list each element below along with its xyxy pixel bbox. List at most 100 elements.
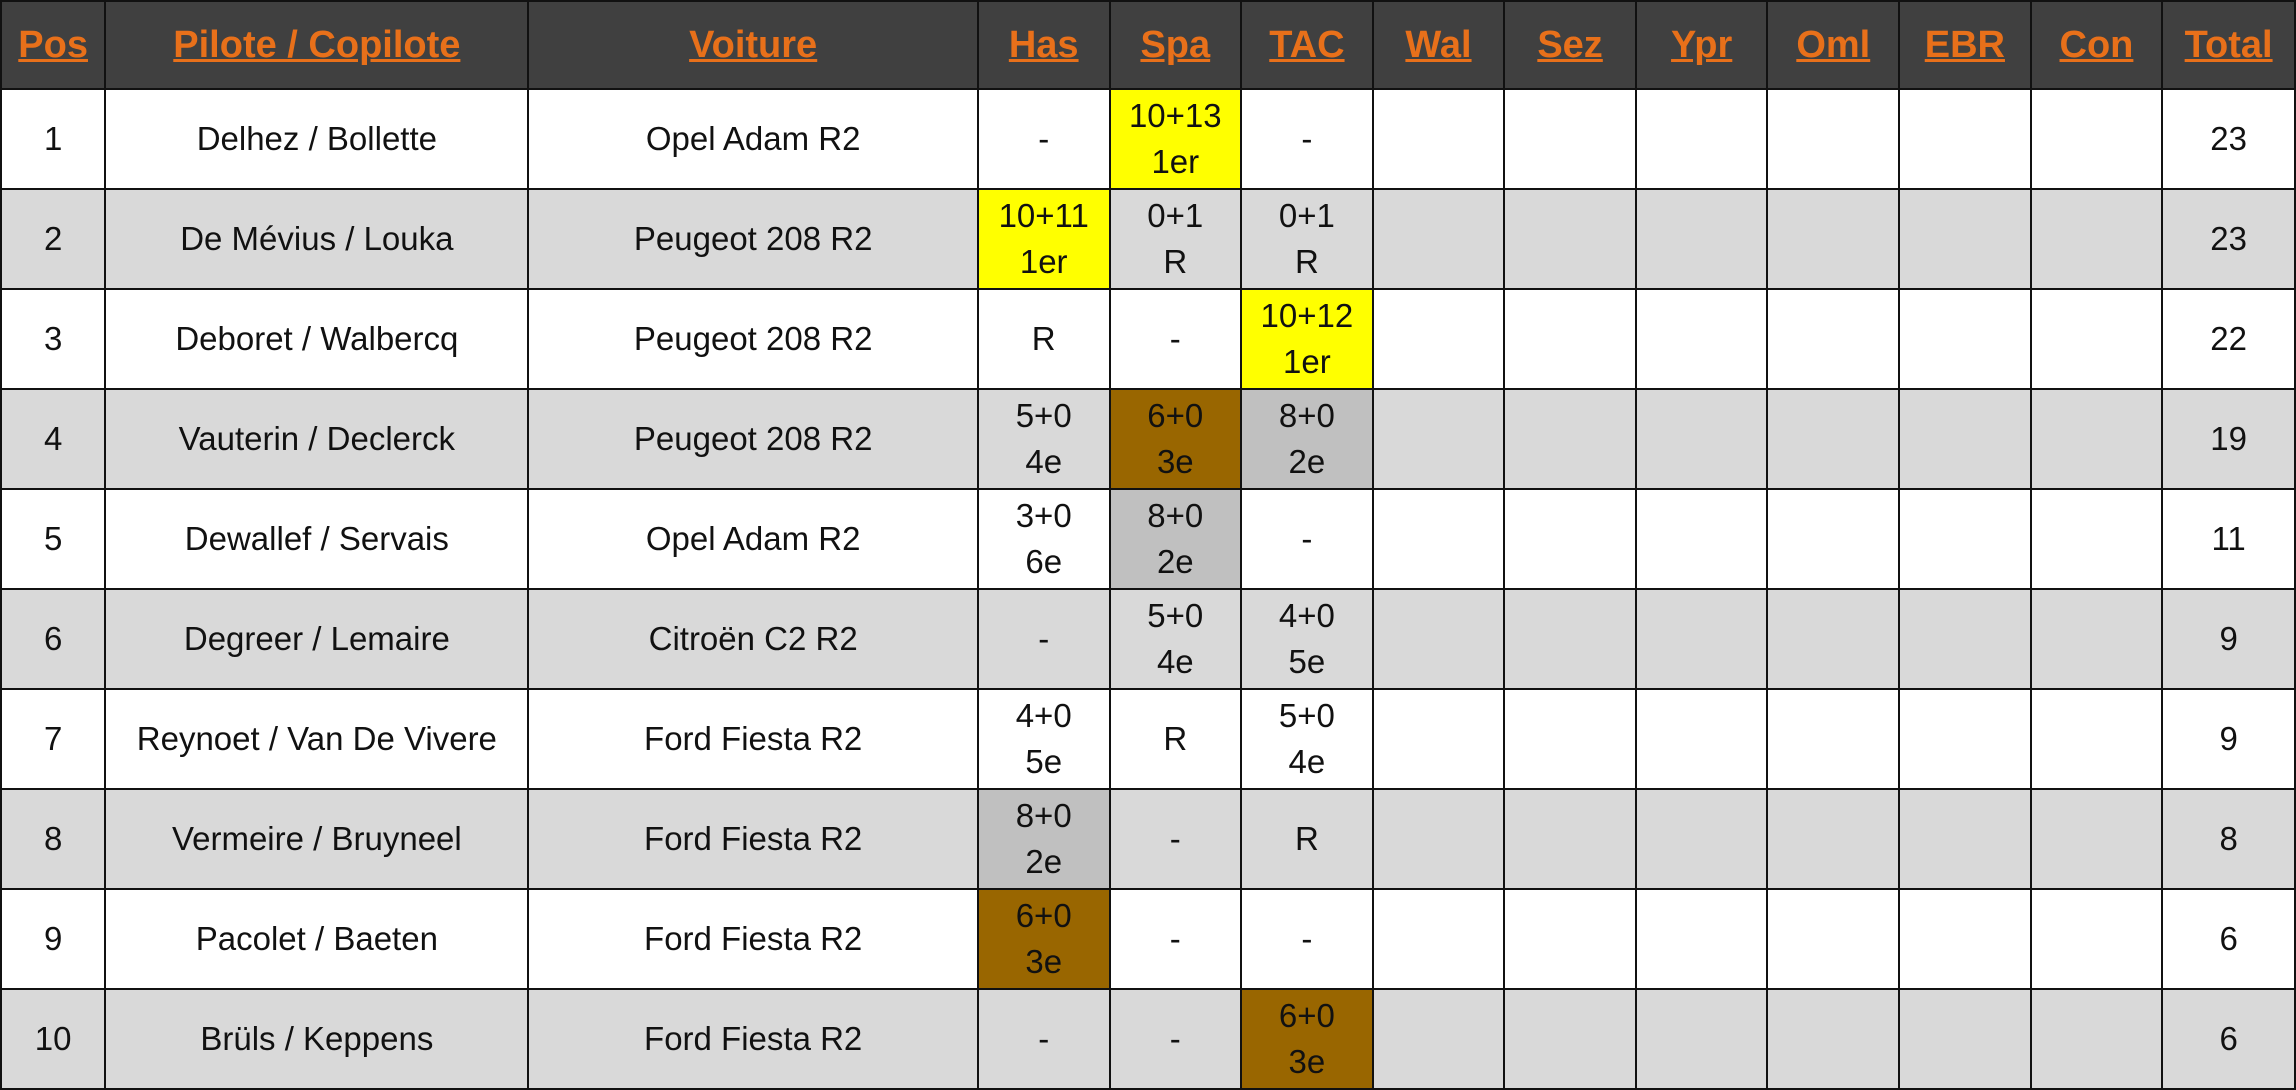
result-cell-tac: 4+0 5e: [1240, 588, 1374, 690]
result-cell-has: 3+0 6e: [976, 488, 1111, 590]
crew-cell: Vauterin / Declerck: [104, 388, 530, 490]
result-cell-tac: -: [1240, 88, 1374, 190]
result-points: 0+1: [1278, 197, 1335, 234]
result-rank: 3e: [1025, 943, 1063, 980]
result-cell-oml: [1766, 488, 1901, 590]
position-cell: 6: [0, 588, 107, 690]
total-cell: 6: [2161, 888, 2296, 990]
result-cell-has: -: [976, 988, 1111, 1090]
car-cell: Ford Fiesta R2: [527, 788, 979, 890]
total-cell: 23: [2161, 188, 2296, 290]
result-cell-ebr: [1898, 88, 2032, 190]
result-rank: 5e: [1288, 643, 1326, 680]
column-header-tac[interactable]: TAC: [1240, 0, 1374, 90]
column-header-crew[interactable]: Pilote / Copilote: [104, 0, 530, 90]
result-cell-ypr: [1634, 488, 1769, 590]
result-points: 8+0: [1278, 397, 1335, 434]
result-cell-has: 4+0 5e: [976, 688, 1111, 790]
result-cell-sez: [1503, 888, 1637, 990]
result-cell-sez: [1503, 288, 1637, 390]
crew-cell: Brüls / Keppens: [104, 988, 530, 1090]
result-cell-spa: -: [1108, 888, 1243, 990]
result-cell-con: [2029, 988, 2164, 1090]
car-cell: Opel Adam R2: [527, 488, 979, 590]
result-cell-spa: 0+1 R: [1108, 188, 1243, 290]
result-cell-ypr: [1634, 288, 1769, 390]
result-cell-ebr: [1898, 888, 2032, 990]
result-cell-sez: [1503, 188, 1637, 290]
column-header-sez[interactable]: Sez: [1503, 0, 1637, 90]
result-rank: 4e: [1156, 643, 1194, 680]
position-cell: 9: [0, 888, 107, 990]
table-header: Pos Pilote / Copilote Voiture Has Spa TAC Wal S…: [0, 0, 2296, 90]
result-cell-ebr: [1898, 188, 2032, 290]
result-cell-wal: [1371, 188, 1506, 290]
position-cell: 3: [0, 288, 107, 390]
table-row: 6 Degreer / Lemaire Citroën C2 R2-5+0 4e 4+0…: [0, 588, 2296, 690]
result-rank: 2e: [1025, 843, 1063, 880]
column-header-wal[interactable]: Wal: [1371, 0, 1506, 90]
result-points: 10+13: [1128, 97, 1222, 134]
column-header-total[interactable]: Total: [2161, 0, 2296, 90]
result-cell-ypr: [1634, 788, 1769, 890]
result-cell-con: [2029, 288, 2164, 390]
position-cell: 10: [0, 988, 107, 1090]
result-points: 5+0: [1147, 597, 1204, 634]
result-cell-ypr: [1634, 388, 1769, 490]
result-cell-wal: [1371, 788, 1506, 890]
result-cell-wal: [1371, 488, 1506, 590]
car-cell: Peugeot 208 R2: [527, 288, 979, 390]
result-cell-wal: [1371, 688, 1506, 790]
table-row: 7 Reynoet / Van De Vivere Ford Fiesta R2 4+…: [0, 688, 2296, 790]
result-cell-oml: [1766, 288, 1901, 390]
header-row: Pos Pilote / Copilote Voiture Has Spa TAC Wal S…: [0, 0, 2296, 90]
column-header-spa[interactable]: Spa: [1108, 0, 1243, 90]
result-points: -: [1301, 920, 1313, 957]
car-cell: Citroën C2 R2: [527, 588, 979, 690]
position-cell: 5: [0, 488, 107, 590]
crew-cell: Reynoet / Van De Vivere: [104, 688, 530, 790]
column-header-ypr[interactable]: Ypr: [1634, 0, 1769, 90]
result-cell-has: 6+0 3e: [976, 888, 1111, 990]
total-cell: 23: [2161, 88, 2296, 190]
result-cell-sez: [1503, 988, 1637, 1090]
result-points: 10+12: [1260, 297, 1354, 334]
result-cell-sez: [1503, 688, 1637, 790]
column-header-ebr[interactable]: EBR: [1898, 0, 2032, 90]
result-points: 6+0: [1015, 897, 1072, 934]
result-cell-wal: [1371, 988, 1506, 1090]
result-cell-spa: -: [1108, 988, 1243, 1090]
result-points: -: [1038, 1020, 1050, 1057]
result-rank: 1er: [1283, 343, 1331, 380]
column-header-pos[interactable]: Pos: [0, 0, 107, 90]
result-points: -: [1169, 320, 1181, 357]
result-cell-tac: -: [1240, 488, 1374, 590]
result-points: 0+1: [1147, 197, 1204, 234]
result-cell-sez: [1503, 788, 1637, 890]
result-cell-tac: 10+12 1er: [1240, 288, 1374, 390]
column-header-car[interactable]: Voiture: [527, 0, 979, 90]
column-header-oml[interactable]: Oml: [1766, 0, 1901, 90]
result-points: -: [1169, 1020, 1181, 1057]
position-cell: 4: [0, 388, 107, 490]
result-cell-ebr: [1898, 288, 2032, 390]
total-cell: 8: [2161, 788, 2296, 890]
column-header-has[interactable]: Has: [976, 0, 1111, 90]
result-cell-wal: [1371, 388, 1506, 490]
result-rank: 1er: [1019, 243, 1068, 280]
result-cell-ebr: [1898, 588, 2032, 690]
result-rank: 1er: [1151, 143, 1200, 180]
result-cell-tac: R: [1240, 788, 1374, 890]
result-cell-con: [2029, 688, 2164, 790]
total-cell: 9: [2161, 588, 2296, 690]
result-points: -: [1169, 820, 1181, 857]
car-cell: Peugeot 208 R2: [527, 188, 979, 290]
result-cell-sez: [1503, 588, 1637, 690]
column-header-con[interactable]: Con: [2029, 0, 2164, 90]
result-cell-con: [2029, 888, 2164, 990]
result-points: 6+0: [1278, 997, 1335, 1034]
result-cell-con: [2029, 588, 2164, 690]
result-cell-tac: 5+0 4e: [1240, 688, 1374, 790]
car-cell: Peugeot 208 R2: [527, 388, 979, 490]
result-points: R: [1031, 320, 1056, 357]
